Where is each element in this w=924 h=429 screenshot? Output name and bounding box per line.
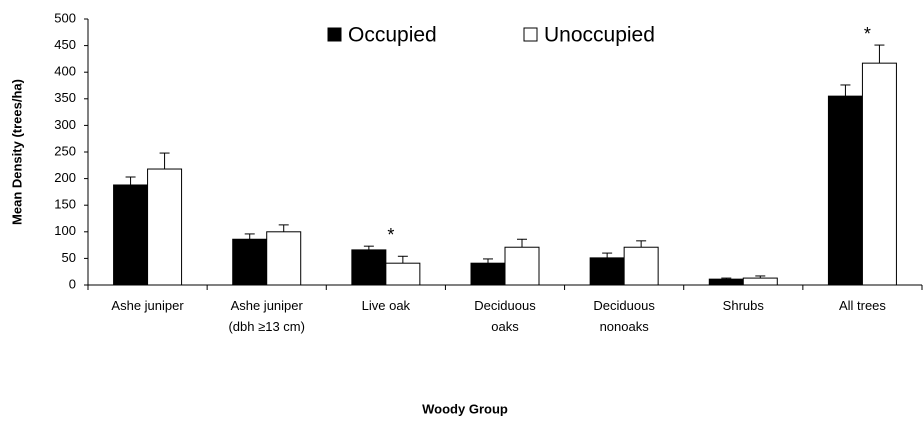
y-tick-label: 0 bbox=[69, 276, 76, 291]
bar bbox=[385, 262, 421, 286]
bar bbox=[742, 277, 778, 286]
y-tick-label: 200 bbox=[54, 170, 76, 185]
bar bbox=[266, 231, 302, 286]
y-tick-label: 100 bbox=[54, 223, 76, 238]
bar bbox=[504, 246, 540, 286]
y-tick-label: 150 bbox=[54, 197, 76, 212]
x-tick-label: Deciduous nonoaks bbox=[593, 298, 655, 334]
x-tick-label-line: All trees bbox=[839, 298, 886, 313]
bar bbox=[147, 168, 183, 286]
x-tick-label: Live oak bbox=[362, 298, 411, 313]
bar bbox=[232, 238, 268, 286]
bar bbox=[623, 246, 659, 286]
x-tick-label: Deciduous oaks bbox=[474, 298, 536, 334]
y-tick-label: 500 bbox=[54, 10, 76, 25]
x-tick-label-line: oaks bbox=[491, 319, 519, 334]
bar bbox=[861, 62, 897, 286]
significance-mark: * bbox=[864, 24, 871, 44]
y-tick-label: 450 bbox=[54, 37, 76, 52]
y-tick-label: 50 bbox=[62, 250, 76, 265]
legend-swatch bbox=[523, 27, 538, 42]
x-tick-label-line: Live oak bbox=[362, 298, 411, 313]
bar bbox=[113, 184, 149, 286]
significance-mark: * bbox=[387, 225, 394, 245]
bar bbox=[351, 249, 387, 286]
x-tick-label-line: (dbh ≥13 cm) bbox=[228, 319, 305, 334]
y-axis-title: Mean Density (trees/ha) bbox=[9, 79, 24, 225]
x-tick-label: All trees bbox=[839, 298, 886, 313]
y-tick-label: 250 bbox=[54, 143, 76, 158]
x-tick-label: Shrubs bbox=[723, 298, 765, 313]
x-tick-label-line: Ashe juniper bbox=[111, 298, 184, 313]
y-tick-label: 350 bbox=[54, 90, 76, 105]
x-tick-label-line: Deciduous bbox=[474, 298, 536, 313]
y-tick-label: 400 bbox=[54, 64, 76, 79]
legend-label: Unoccupied bbox=[544, 24, 655, 47]
x-tick-label: Ashe juniper (dbh ≥13 cm) bbox=[228, 298, 305, 334]
x-tick-label-line: Deciduous bbox=[593, 298, 655, 313]
bar bbox=[589, 257, 625, 286]
bar bbox=[470, 262, 506, 286]
legend-swatch bbox=[327, 27, 342, 42]
x-axis-title: Woody Group bbox=[422, 401, 508, 416]
legend-label: Occupied bbox=[348, 24, 437, 47]
y-tick-label: 300 bbox=[54, 117, 76, 132]
x-tick-label-line: Shrubs bbox=[723, 298, 765, 313]
bar bbox=[708, 278, 744, 286]
bar bbox=[827, 95, 863, 286]
x-tick-label-line: Ashe juniper bbox=[231, 298, 304, 313]
x-tick-label-line: nonoaks bbox=[600, 319, 650, 334]
x-tick-label: Ashe juniper bbox=[111, 298, 184, 313]
